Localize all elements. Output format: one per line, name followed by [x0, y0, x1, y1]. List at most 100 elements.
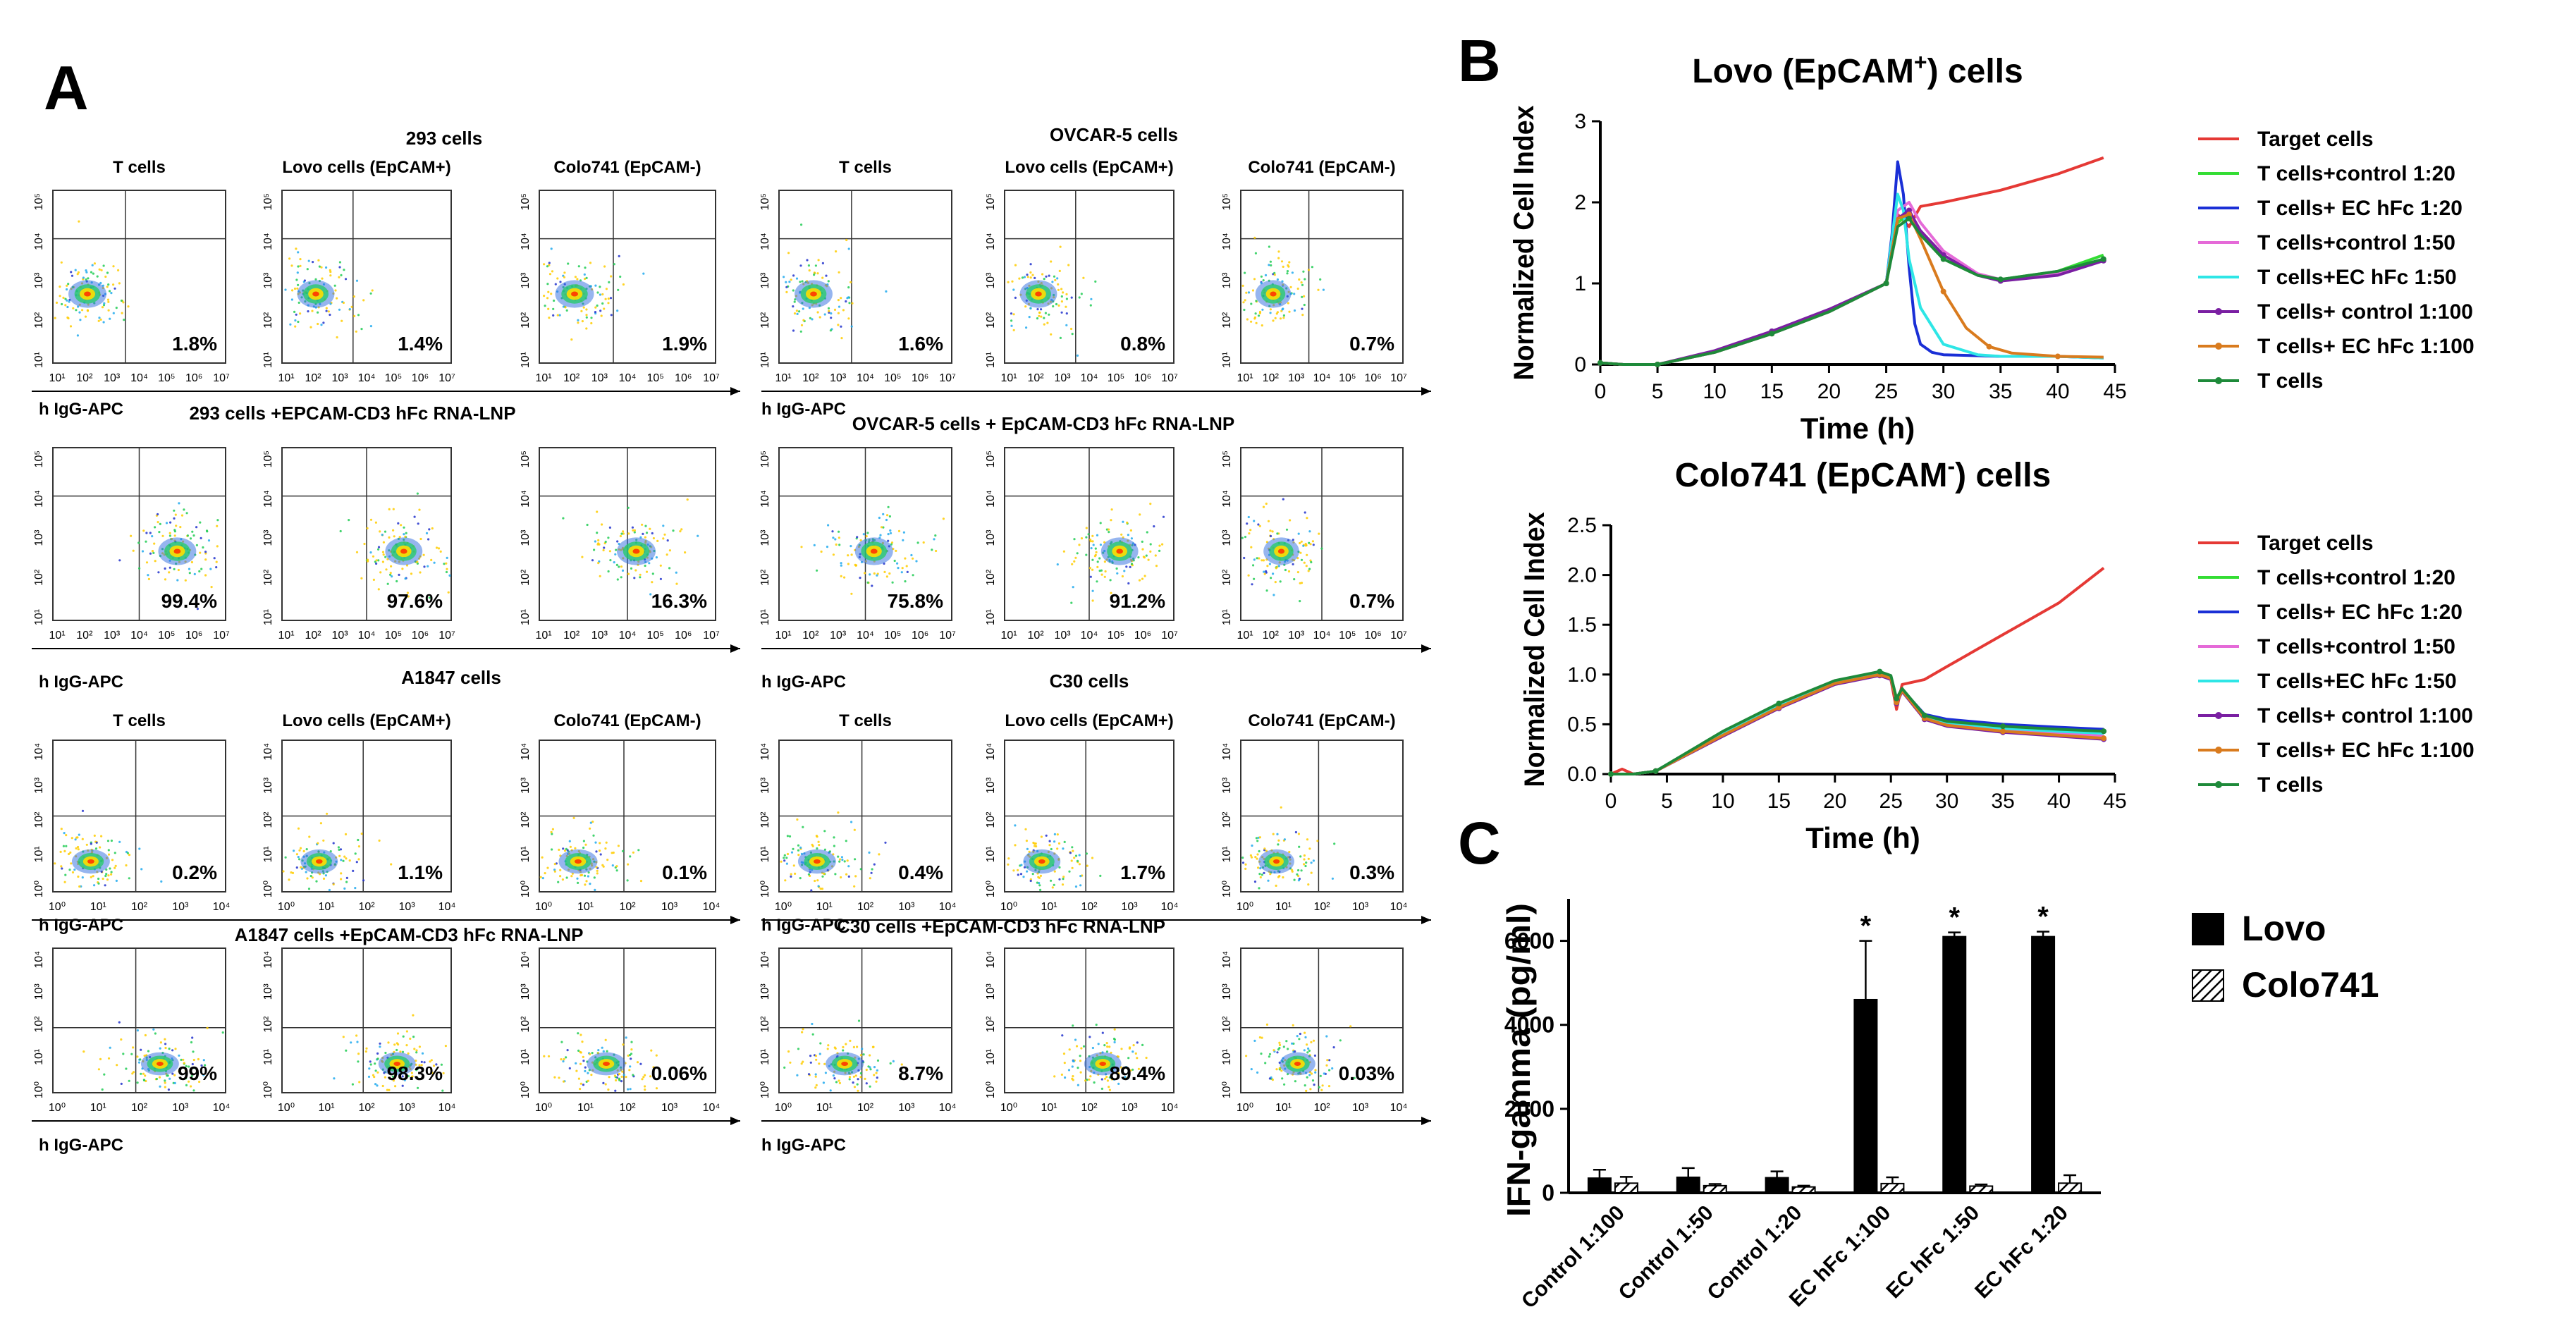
event-dot [101, 1088, 104, 1091]
event-dot [652, 1066, 655, 1069]
event-dot [105, 873, 108, 876]
event-dot [1258, 525, 1261, 527]
event-dot [288, 257, 291, 260]
event-dot [827, 1044, 830, 1047]
event-dot [1269, 308, 1272, 311]
event-dot [1320, 547, 1323, 550]
event-dot [1277, 250, 1280, 253]
event-dot [599, 842, 601, 845]
event-dot [1064, 1076, 1067, 1079]
x-tick-label: 10⁷ [1161, 630, 1178, 642]
event-dot [410, 1072, 414, 1074]
event-dot [840, 337, 843, 340]
event-dot [1246, 522, 1249, 525]
event-dot [1074, 1038, 1077, 1041]
event-dot [1283, 838, 1286, 841]
event-dot [1080, 537, 1084, 540]
event-dot [1124, 1066, 1128, 1069]
event-dot [1053, 833, 1056, 835]
event-dot [294, 319, 297, 322]
event-dot [78, 220, 80, 223]
event-dot [584, 843, 587, 846]
event-dot [389, 573, 392, 576]
event-dot [595, 850, 598, 853]
bar-lovo [1676, 1176, 1700, 1194]
event-dot [447, 591, 450, 594]
x-tick-label: 30 [1932, 380, 1955, 403]
bar-lovo [1853, 998, 1878, 1194]
y-tick-label: 10¹ [262, 609, 274, 625]
quadrant-percentage: 75.8% [888, 590, 943, 612]
x-tick-label: 10² [1313, 1102, 1330, 1114]
event-dot [1068, 870, 1071, 873]
event-dot [668, 549, 672, 552]
event-dot [607, 298, 610, 300]
event-dot [1074, 556, 1077, 559]
event-dot [840, 325, 842, 328]
column-title: Colo741 (EpCAM-) [553, 711, 701, 730]
quadrant-percentage: 1.9% [662, 333, 707, 355]
event-dot [355, 861, 358, 864]
y-tick-label: 10⁴ [33, 951, 45, 969]
x-tick-label: 10⁴ [1390, 1102, 1408, 1114]
density-peak [173, 548, 181, 554]
event-dot [1307, 1047, 1310, 1050]
y-tick-label: 10³ [985, 529, 997, 546]
event-dot [840, 876, 842, 879]
event-dot [1304, 542, 1307, 546]
column-title: Lovo cells (EpCAM+) [1005, 711, 1173, 730]
event-dot [1037, 876, 1040, 878]
x-tick-label: 10² [1081, 901, 1098, 913]
y-tick-label: 10² [985, 312, 997, 329]
y-tick-label: 10² [1221, 811, 1233, 828]
event-dot [589, 1053, 591, 1055]
event-dot [847, 554, 850, 557]
x-tick-label: 10¹ [1275, 1102, 1292, 1114]
event-dot [1091, 558, 1094, 561]
event-dot [548, 273, 552, 276]
event-dot [1095, 551, 1098, 553]
event-dot [1284, 568, 1287, 572]
event-dot [934, 534, 937, 537]
x-axis-arrow-head [1421, 644, 1431, 653]
x-tick-label: 10⁴ [213, 1102, 231, 1114]
event-dot [587, 1072, 589, 1074]
y-tick-label: 10⁵ [33, 193, 45, 210]
x-tick-label: 10⁴ [438, 901, 456, 913]
event-dot [629, 1065, 632, 1068]
event-dot [378, 839, 381, 842]
event-dot [1275, 567, 1277, 570]
event-dot [644, 1074, 646, 1077]
event-dot [1062, 550, 1065, 553]
quadrant-percentage: 1.4% [398, 333, 443, 355]
event-dot [1280, 806, 1282, 809]
event-dot [1293, 878, 1296, 881]
event-dot [401, 1075, 404, 1078]
event-dot [357, 314, 360, 317]
event-dot [1067, 1069, 1071, 1072]
event-dot [539, 876, 542, 878]
event-dot [892, 1060, 895, 1062]
event-dot [118, 282, 121, 285]
event-dot [668, 567, 671, 570]
event-dot [839, 858, 842, 861]
event-dot [1309, 543, 1312, 546]
event-dot [1065, 312, 1068, 315]
event-dot [873, 1074, 876, 1077]
event-dot [385, 568, 388, 571]
x-tick-label: 10¹ [577, 1102, 594, 1114]
event-dot [317, 259, 320, 262]
event-dot [1096, 534, 1099, 536]
x-tick-label: 10⁰ [278, 901, 295, 913]
event-dot [795, 309, 798, 312]
event-dot [865, 1082, 868, 1085]
series-marker [1769, 331, 1775, 337]
event-dot [602, 1081, 605, 1084]
event-dot [662, 525, 665, 527]
event-dot [831, 530, 834, 533]
event-dot [853, 1086, 856, 1088]
event-dot [114, 287, 116, 290]
series-marker [1906, 216, 1912, 221]
